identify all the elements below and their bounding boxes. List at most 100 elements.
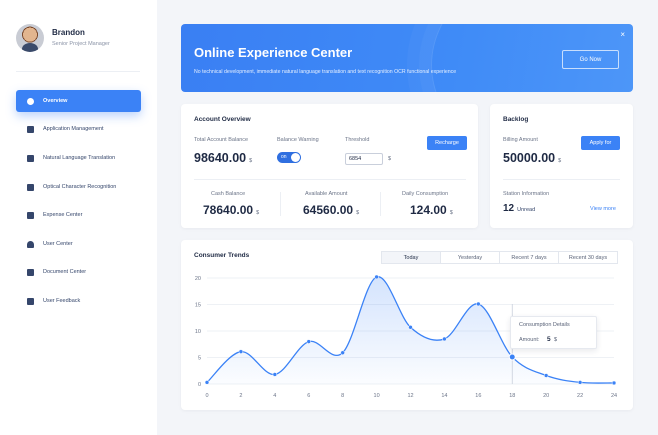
unread-count: 12 Unread <box>503 203 535 214</box>
y-tick-label: 20 <box>195 276 201 282</box>
tooltip-title: Consumption Details <box>519 322 570 328</box>
view-more-link[interactable]: View more <box>590 206 616 212</box>
user-icon <box>27 240 34 248</box>
currency-unit: $ <box>449 210 453 216</box>
data-point <box>543 373 549 378</box>
sidebar-item-natural-language-translation[interactable]: Natural Language Translation <box>16 147 141 169</box>
tab-recent-7-days[interactable]: Recent 7 days <box>499 251 559 264</box>
sidebar: Brandon Senior Project Manager Overview … <box>0 0 157 435</box>
close-icon[interactable]: × <box>620 30 625 39</box>
cash-balance-amount: 78640.00 <box>203 203 254 217</box>
sidebar-item-user-center[interactable]: User Center <box>16 233 141 255</box>
threshold-input[interactable] <box>345 153 383 165</box>
card-title: Backlog <box>503 116 529 123</box>
sidebar-item-document-center[interactable]: Document Center <box>16 261 141 283</box>
station-information-label: Station Information <box>503 191 550 197</box>
sidebar-item-label: Application Management <box>43 126 104 132</box>
data-point <box>408 325 413 330</box>
x-tick-label: 2 <box>239 393 242 399</box>
x-tick-label: 24 <box>611 393 617 399</box>
profile-role: Senior Project Manager <box>52 41 110 47</box>
x-tick-label: 0 <box>205 393 208 399</box>
sidebar-item-user-feedback[interactable]: User Feedback <box>16 290 141 312</box>
data-point <box>508 353 516 361</box>
unread-number: 12 <box>503 203 515 214</box>
currency-unit: $ <box>249 158 253 164</box>
threshold-unit: $ <box>388 156 392 162</box>
currency-unit: $ <box>256 210 260 216</box>
billing-amount: 50000.00 <box>503 151 556 165</box>
y-tick-label: 15 <box>195 303 201 309</box>
daily-consumption-value: 124.00 $ <box>410 203 453 217</box>
account-overview-card: Account Overview Total Account Balance 9… <box>181 104 478 228</box>
available-amount-value: 64560.00 $ <box>303 203 359 217</box>
apply-for-button[interactable]: Apply for <box>581 136 620 150</box>
go-now-button[interactable]: Go Now <box>562 50 619 69</box>
x-tick-label: 10 <box>374 393 380 399</box>
data-point <box>204 380 210 385</box>
data-point <box>577 380 583 385</box>
data-point <box>272 372 278 377</box>
balance-warning-label: Balance Warning <box>277 137 319 143</box>
billing-amount-value: 50000.00 $ <box>503 151 561 165</box>
recharge-button[interactable]: Recharge <box>427 136 467 150</box>
currency-unit: $ <box>558 158 562 164</box>
sidebar-item-expense-center[interactable]: Expense Center <box>16 204 141 226</box>
sidebar-item-label: Natural Language Translation <box>43 155 116 161</box>
sidebar-item-application-management[interactable]: Application Management <box>16 118 141 140</box>
document-icon <box>27 268 34 276</box>
x-tick-label: 22 <box>577 393 583 399</box>
billing-amount-label: Billing Amount <box>503 137 538 143</box>
card-divider <box>194 179 466 180</box>
consumption-tooltip: Consumption Details Amount: 5 $ <box>510 316 597 349</box>
y-tick-label: 0 <box>198 382 201 388</box>
available-amount-label: Available Amount <box>305 191 348 197</box>
banner-title: Online Experience Center <box>194 45 353 60</box>
data-point <box>340 350 345 355</box>
card-title: Consumer Trends <box>194 252 250 259</box>
x-tick-label: 12 <box>407 393 413 399</box>
sidebar-item-overview[interactable]: Overview <box>16 90 141 112</box>
overview-icon <box>27 97 34 105</box>
card-divider <box>503 179 620 180</box>
avatar[interactable] <box>16 24 44 52</box>
sidebar-item-label: Expense Center <box>43 212 83 218</box>
consumer-trends-card: Consumer Trends Today Yesterday Recent 7… <box>181 240 633 410</box>
threshold-label: Threshold <box>345 137 370 143</box>
profile[interactable]: Brandon Senior Project Manager <box>16 24 146 56</box>
column-divider <box>280 192 281 216</box>
feedback-icon <box>27 297 34 305</box>
x-tick-label: 16 <box>475 393 481 399</box>
sidebar-item-label: Document Center <box>43 269 87 275</box>
tab-recent-30-days[interactable]: Recent 30 days <box>558 251 618 264</box>
currency-unit: $ <box>356 210 360 216</box>
daily-consumption-label: Daily Consumption <box>402 191 449 197</box>
balance-warning-toggle[interactable]: on <box>277 152 301 163</box>
tooltip-amount-value: 5 <box>547 336 551 343</box>
data-point <box>374 274 379 280</box>
ocr-icon <box>27 183 34 191</box>
experience-banner: Online Experience Center No technical de… <box>181 24 633 92</box>
x-tick-label: 20 <box>543 393 549 399</box>
toggle-knob <box>291 153 300 162</box>
y-tick-label: 5 <box>198 356 201 362</box>
sidebar-item-optical-character-recognition[interactable]: Optical Character Recognition <box>16 176 141 198</box>
total-balance-label: Total Account Balance <box>194 137 249 143</box>
tooltip-amount-unit: $ <box>554 337 558 343</box>
translate-icon <box>27 154 34 162</box>
available-amount: 64560.00 <box>303 203 354 217</box>
backlog-card: Backlog Billing Amount 50000.00 $ Apply f… <box>490 104 633 228</box>
grid-icon <box>27 125 34 133</box>
sidebar-item-label: Overview <box>43 98 68 104</box>
unread-label: Unread <box>517 207 536 213</box>
toggle-text: on <box>281 154 287 160</box>
profile-name: Brandon <box>52 28 85 37</box>
cash-balance-label: Cash Balance <box>211 191 246 197</box>
sidebar-item-label: User Center <box>43 241 73 247</box>
data-point <box>442 336 447 342</box>
x-tick-label: 8 <box>341 393 344 399</box>
sidebar-item-label: User Feedback <box>43 298 81 304</box>
tab-yesterday[interactable]: Yesterday <box>440 251 500 264</box>
column-divider <box>380 192 381 216</box>
